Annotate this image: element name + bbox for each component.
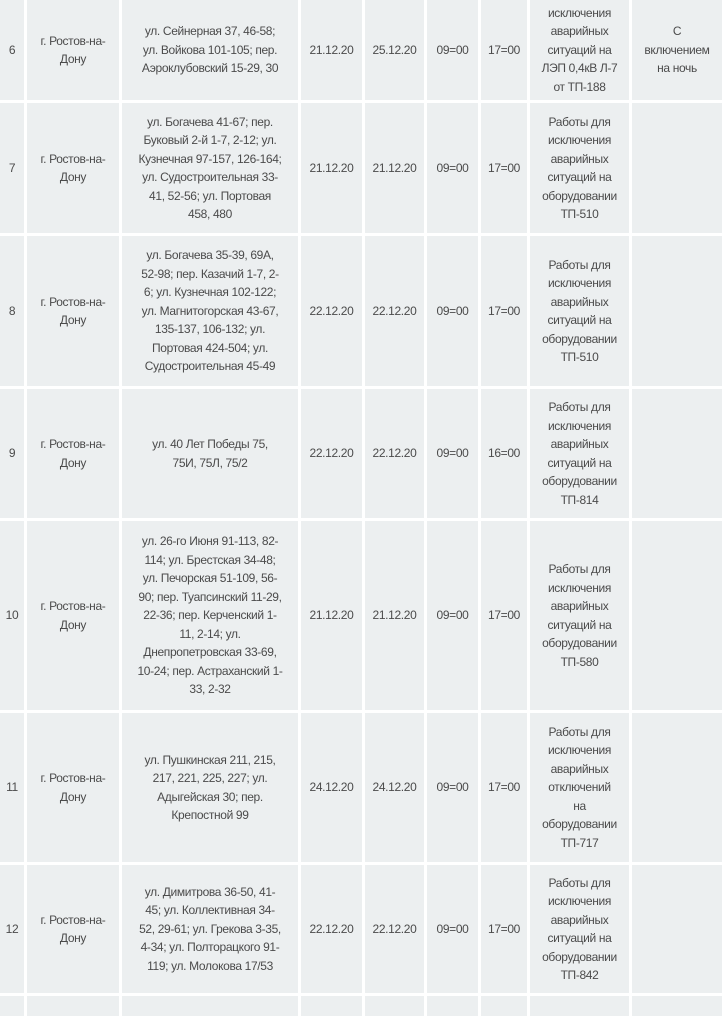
city-cell: г. Ростов-на- Дону: [27, 865, 119, 993]
start-date-cell: 21.12.20: [301, 0, 362, 100]
end-time-cell: 17=00: [481, 103, 527, 233]
reason-cell: Работы для исключения аварийных ситуаций…: [530, 521, 629, 710]
city-cell: г. Ростов-на- Дону: [27, 0, 119, 100]
note-cell: [632, 521, 722, 710]
end-time-cell: 17=00: [481, 236, 527, 386]
start-date-cell: [301, 996, 362, 1016]
address-cell: ул. 26-го Июня 91-113, 82- 114; ул. Брес…: [122, 521, 298, 710]
start-date-cell: 22.12.20: [301, 865, 362, 993]
start-time-cell: 09=00: [427, 236, 478, 386]
address-cell: ул. 40 Лет Победы 75, 75И, 75Л, 75/2: [122, 389, 298, 518]
address-cell: [122, 996, 298, 1016]
end-date-cell: 24.12.20: [365, 713, 424, 862]
city-cell: г. Ростов-на- Дону: [27, 236, 119, 386]
end-time-cell: [481, 996, 527, 1016]
start-date-cell: 22.12.20: [301, 389, 362, 518]
end-date-cell: 22.12.20: [365, 865, 424, 993]
reason-cell: Работы для исключения аварийных ситуаций…: [530, 103, 629, 233]
note-cell: [632, 236, 722, 386]
address-cell: ул. Богачева 41-67; пер. Буковый 2-й 1-7…: [122, 103, 298, 233]
city-cell: г. Ростов-на- Дону: [27, 103, 119, 233]
table-row: 12 г. Ростов-на- Дону ул. Димитрова 36-50,…: [0, 865, 722, 993]
start-time-cell: 09=00: [427, 713, 478, 862]
start-date-cell: 24.12.20: [301, 713, 362, 862]
address-cell: ул. Богачева 35-39, 69А, 52-98; пер. Каз…: [122, 236, 298, 386]
start-time-cell: 09=00: [427, 0, 478, 100]
reason-cell: Работы для исключения аварийных ситуаций…: [530, 236, 629, 386]
reason-cell: Работы для исключения аварийных ситуаций…: [530, 389, 629, 518]
row-number: 10: [0, 521, 24, 710]
table-row: 6 г. Ростов-на- Дону ул. Сейнерная 37, 46-…: [0, 0, 722, 100]
reason-cell: Работы для исключения аварийных ситуаций…: [530, 865, 629, 993]
end-date-cell: [365, 996, 424, 1016]
start-time-cell: 09=00: [427, 865, 478, 993]
end-time-cell: 16=00: [481, 389, 527, 518]
row-number: 11: [0, 713, 24, 862]
start-time-cell: 09=00: [427, 103, 478, 233]
end-date-cell: 21.12.20: [365, 103, 424, 233]
note-cell: [632, 996, 722, 1016]
address-cell: ул. Димитрова 36-50, 41- 45; ул. Коллект…: [122, 865, 298, 993]
city-cell: г. Ростов-на- Дону: [27, 521, 119, 710]
end-date-cell: 21.12.20: [365, 521, 424, 710]
end-time-cell: 17=00: [481, 865, 527, 993]
note-cell: [632, 103, 722, 233]
table-row: 10 г. Ростов-на- Дону ул. 26-го Июня 91-11…: [0, 521, 722, 710]
start-date-cell: 21.12.20: [301, 103, 362, 233]
end-date-cell: 22.12.20: [365, 236, 424, 386]
city-cell: г. Ростов-на- Дону: [27, 389, 119, 518]
note-cell: С включением на ночь: [632, 0, 722, 100]
table-row: 9 г. Ростов-на- Дону ул. 40 Лет Победы 75,…: [0, 389, 722, 518]
end-date-cell: 25.12.20: [365, 0, 424, 100]
end-time-cell: 17=00: [481, 521, 527, 710]
reason-cell: исключения аварийных ситуаций на ЛЭП 0,4…: [530, 0, 629, 100]
start-time-cell: 09=00: [427, 521, 478, 710]
table-row: 11 г. Ростов-на- Дону ул. Пушкинская 211, …: [0, 713, 722, 862]
end-date-cell: 22.12.20: [365, 389, 424, 518]
note-cell: [632, 865, 722, 993]
row-number: 6: [0, 0, 24, 100]
start-time-cell: [427, 996, 478, 1016]
note-cell: [632, 389, 722, 518]
table-row: 7 г. Ростов-на- Дону ул. Богачева 41-67; п…: [0, 103, 722, 233]
city-cell: г. Ростов-на- Дону: [27, 713, 119, 862]
end-time-cell: 17=00: [481, 0, 527, 100]
start-time-cell: 09=00: [427, 389, 478, 518]
start-date-cell: 22.12.20: [301, 236, 362, 386]
table-row: 8 г. Ростов-на- Дону ул. Богачева 35-39, 6…: [0, 236, 722, 386]
row-number: [0, 996, 24, 1016]
row-number: 8: [0, 236, 24, 386]
address-cell: ул. Пушкинская 211, 215, 217, 221, 225, …: [122, 713, 298, 862]
address-cell: ул. Сейнерная 37, 46-58; ул. Войкова 101…: [122, 0, 298, 100]
end-time-cell: 17=00: [481, 713, 527, 862]
note-cell: [632, 713, 722, 862]
start-date-cell: 21.12.20: [301, 521, 362, 710]
row-number: 7: [0, 103, 24, 233]
city-cell: [27, 996, 119, 1016]
table-row: [0, 996, 722, 1016]
row-number: 9: [0, 389, 24, 518]
row-number: 12: [0, 865, 24, 993]
reason-cell: [530, 996, 629, 1016]
reason-cell: Работы для исключения аварийных отключен…: [530, 713, 629, 862]
